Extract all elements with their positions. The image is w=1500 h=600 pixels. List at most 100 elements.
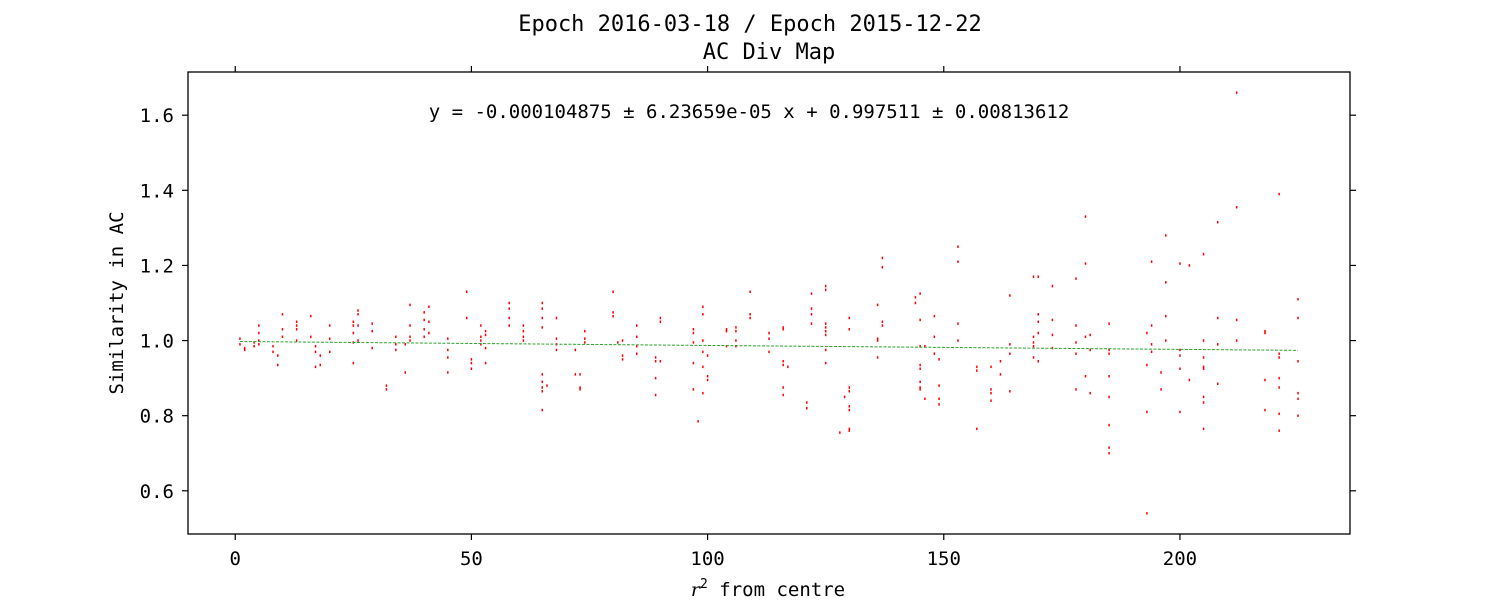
data-point	[1179, 354, 1181, 357]
data-point	[1235, 91, 1238, 94]
x-tick-label: 50	[460, 548, 483, 570]
data-point	[725, 328, 728, 331]
data-point	[1032, 275, 1035, 278]
data-point	[1202, 252, 1205, 256]
data-point	[423, 328, 425, 331]
x-tick-label: 150	[927, 548, 961, 570]
data-point	[1297, 397, 1299, 401]
data-point	[919, 388, 921, 391]
data-point	[1108, 352, 1110, 355]
data-point	[990, 391, 992, 395]
data-point	[522, 329, 525, 333]
data-point	[702, 305, 704, 309]
data-point	[295, 339, 298, 342]
data-point	[1146, 410, 1148, 414]
data-point	[253, 344, 255, 348]
data-point	[1216, 316, 1219, 320]
data-point	[258, 331, 260, 335]
data-point	[702, 339, 704, 342]
y-axis-label: Similarity in AC	[106, 211, 128, 394]
data-point	[541, 326, 544, 329]
data-point	[314, 350, 317, 354]
data-point	[1278, 429, 1280, 432]
data-point	[357, 339, 359, 342]
data-point	[584, 341, 586, 344]
data-point	[782, 393, 784, 397]
data-point	[1009, 294, 1011, 297]
data-point	[1032, 344, 1035, 348]
data-point	[508, 307, 510, 310]
data-point	[1188, 264, 1191, 267]
data-point	[735, 344, 737, 348]
data-point	[277, 354, 279, 357]
data-point	[1179, 410, 1181, 414]
data-point	[876, 356, 879, 359]
data-point	[621, 358, 624, 361]
data-point	[1146, 512, 1148, 515]
data-point	[1264, 378, 1266, 382]
data-point	[409, 335, 411, 339]
data-point	[584, 329, 586, 333]
fit-line	[239, 341, 1299, 351]
data-point	[470, 358, 473, 361]
data-point	[843, 395, 846, 399]
data-point	[328, 337, 331, 340]
data-point	[409, 339, 411, 342]
data-point	[1165, 234, 1167, 237]
data-point	[239, 343, 241, 346]
data-point	[938, 384, 940, 387]
data-point	[839, 431, 841, 434]
data-point	[541, 390, 544, 393]
data-point	[749, 313, 751, 316]
data-point	[1202, 367, 1205, 370]
data-point	[1216, 382, 1219, 386]
data-point	[447, 348, 449, 352]
data-point	[1108, 446, 1110, 449]
data-point	[782, 326, 784, 329]
data-point	[1278, 386, 1280, 389]
data-point	[706, 374, 709, 378]
data-point	[848, 427, 851, 431]
data-point	[787, 365, 789, 369]
data-point	[725, 344, 728, 348]
y-tick-label: 1.2	[140, 255, 174, 277]
data-point	[522, 339, 525, 342]
data-point	[1146, 331, 1148, 335]
data-point	[990, 399, 992, 402]
data-point	[999, 373, 1002, 376]
data-point	[371, 346, 373, 350]
data-point	[1264, 329, 1266, 333]
data-point	[352, 324, 355, 327]
data-point	[919, 318, 921, 322]
data-point	[919, 380, 921, 384]
data-point	[749, 290, 751, 293]
data-point	[876, 339, 879, 342]
data-point	[319, 363, 322, 367]
data-point	[579, 388, 581, 391]
data-point	[612, 290, 614, 293]
data-point	[423, 318, 425, 322]
data-point	[1179, 367, 1181, 370]
data-point	[1075, 388, 1077, 391]
data-point	[272, 344, 274, 348]
data-point	[357, 324, 359, 327]
data-point	[824, 329, 827, 333]
x-axis-label-var: r	[691, 579, 702, 600]
data-point	[480, 335, 482, 339]
data-point	[768, 350, 770, 354]
data-point	[692, 331, 695, 335]
chart-subtitle: AC Div Map	[703, 40, 835, 65]
data-point	[621, 354, 624, 357]
data-point	[465, 290, 468, 293]
data-point	[1032, 356, 1035, 359]
x-tick-label: 100	[690, 548, 724, 570]
data-point	[782, 359, 784, 363]
data-point	[281, 328, 284, 331]
data-point	[654, 376, 657, 380]
data-point	[1084, 262, 1087, 265]
data-point	[239, 337, 241, 340]
data-point	[1179, 262, 1181, 265]
data-point	[1037, 331, 1039, 335]
data-point	[654, 359, 657, 363]
data-point	[470, 367, 473, 370]
